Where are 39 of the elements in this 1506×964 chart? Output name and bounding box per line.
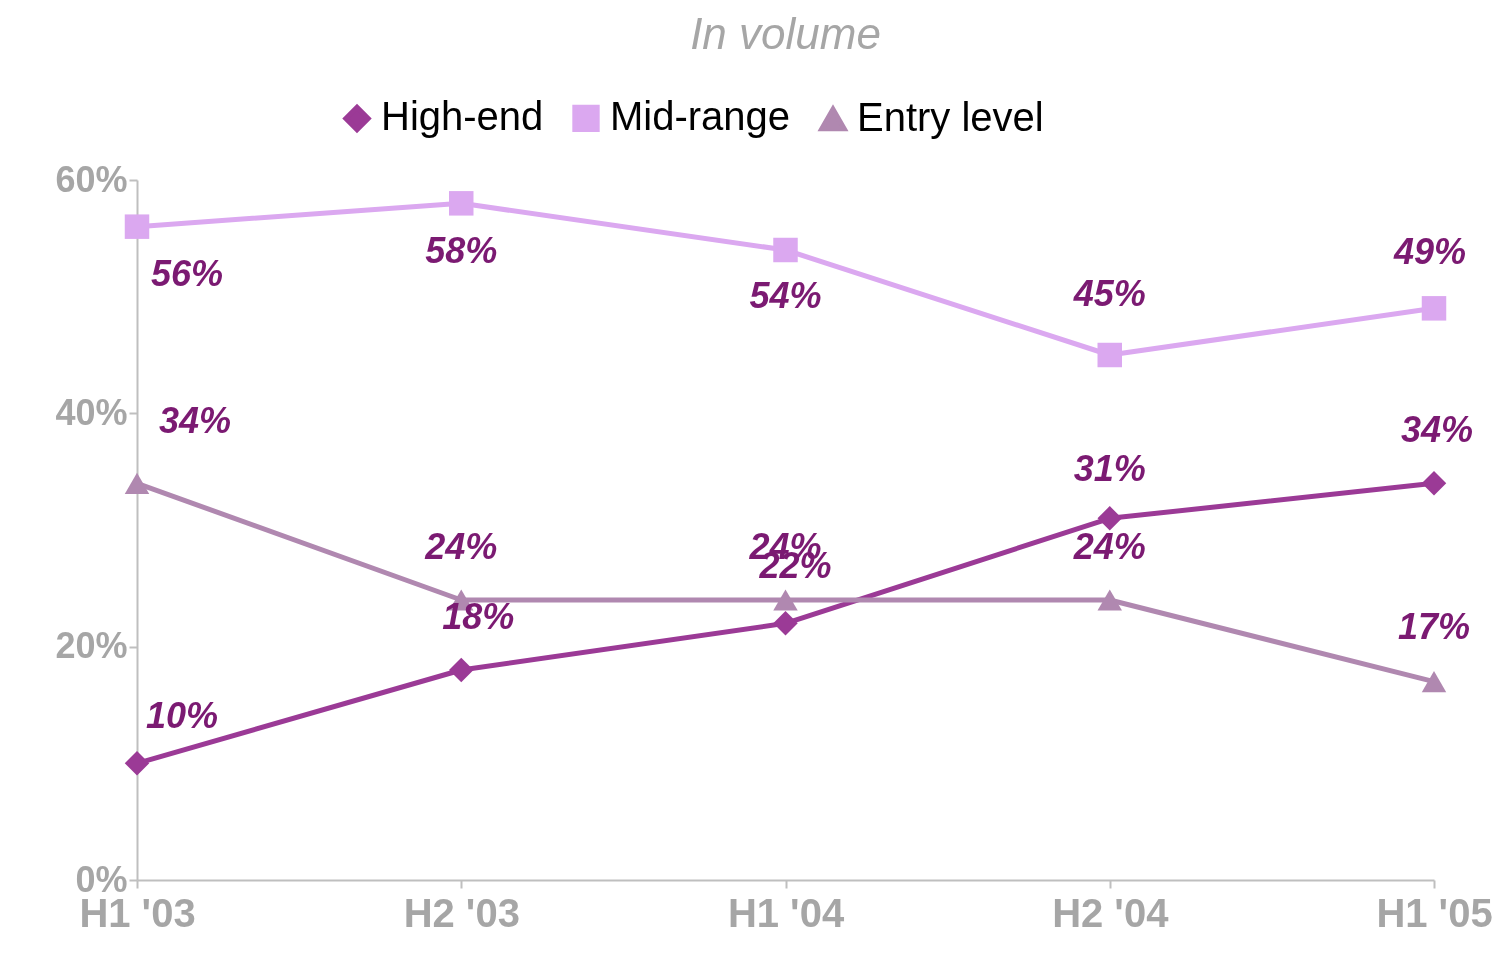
point (124, 751, 150, 776)
point (449, 191, 474, 216)
point (1421, 471, 1447, 496)
x-tick-label: H2 '03 (403, 890, 520, 935)
chart-title: In volume (690, 9, 881, 58)
legend-label: Entry level (857, 95, 1044, 139)
y-tick-label: 40% (55, 391, 128, 433)
x-tick-label: H1 '04 (727, 890, 845, 935)
data-label: 10% (145, 695, 219, 737)
point (1097, 506, 1122, 531)
point (1421, 671, 1447, 693)
point (1097, 589, 1122, 611)
legend-label: High-end (381, 94, 544, 139)
data-label: 56% (150, 252, 224, 294)
point (1097, 342, 1122, 368)
data-label: 49% (1392, 231, 1467, 273)
data-label: 45% (1072, 273, 1146, 314)
data-label: 54% (749, 275, 822, 316)
x-tick-label: H1 '05 (1376, 890, 1493, 935)
point (773, 611, 798, 636)
y-tick-label: 20% (55, 625, 128, 667)
data-label: 31% (1073, 448, 1146, 490)
data-label: 17% (1397, 605, 1471, 647)
point (449, 657, 474, 683)
data-label: 18% (442, 596, 515, 637)
y-tick-label: 0% (75, 858, 128, 900)
data-label: 34% (1400, 409, 1474, 451)
y-tick-label: 60% (55, 158, 128, 200)
point (773, 237, 798, 263)
point (773, 589, 798, 611)
x-tick-label: H2 '04 (1052, 890, 1170, 935)
data-label: 24% (424, 526, 498, 567)
data-label: 24% (1072, 526, 1146, 567)
legend-label: Mid-range (610, 94, 791, 139)
point (124, 214, 150, 239)
data-label: 58% (425, 230, 498, 272)
point (1421, 296, 1447, 321)
data-label: 34% (158, 400, 232, 442)
point (124, 472, 150, 494)
